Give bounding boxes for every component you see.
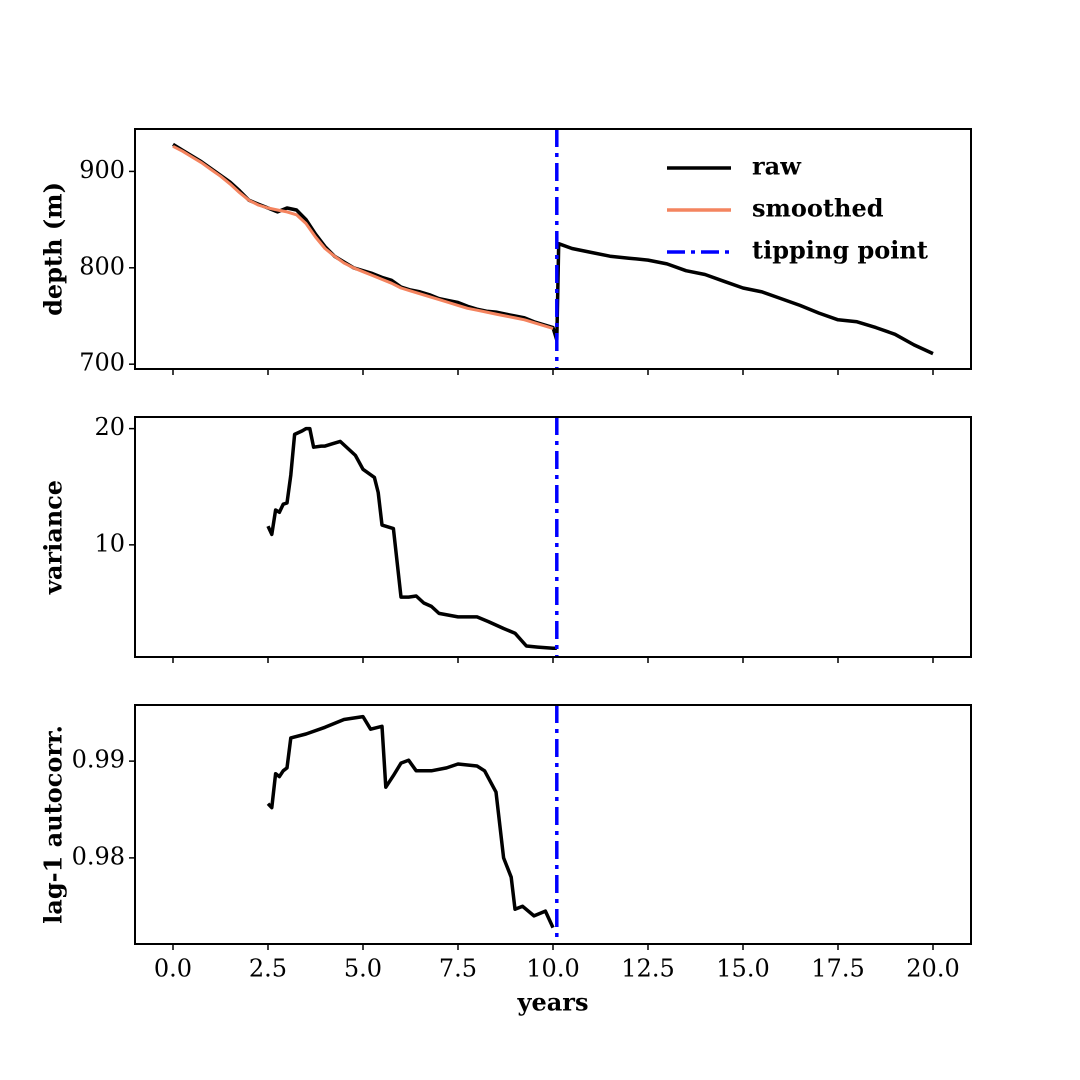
x-tick-label: 12.5 — [621, 955, 674, 983]
legend-label: tipping point — [752, 236, 928, 265]
y-tick-label: 10 — [94, 529, 125, 557]
legend-label: raw — [752, 152, 802, 181]
data-line — [266, 426, 557, 651]
y-tick-label: 700 — [79, 349, 125, 377]
x-tick-label: 0.0 — [154, 955, 192, 983]
data-line — [266, 714, 555, 929]
axes-frame — [134, 128, 972, 370]
y-tick-label: 800 — [79, 252, 125, 280]
x-tick-label: 2.5 — [249, 955, 287, 983]
data-line — [172, 144, 554, 330]
x-tick-label: 15.0 — [716, 955, 769, 983]
x-tick-label: 7.5 — [439, 955, 477, 983]
x-tick-label: 10.0 — [526, 955, 579, 983]
y-tick-label: 0.99 — [72, 746, 125, 774]
axes-frame — [134, 416, 972, 658]
y-axis-label: depth (m) — [39, 182, 68, 316]
x-tick-label: 5.0 — [344, 955, 382, 983]
x-tick-label: 20.0 — [906, 955, 959, 983]
x-axis-label: years — [517, 988, 589, 1017]
y-tick-label: 0.98 — [72, 842, 125, 870]
x-tick-label: 17.5 — [811, 955, 864, 983]
y-tick-label: 20 — [94, 413, 125, 441]
legend-label: smoothed — [752, 194, 884, 223]
axes-frame — [134, 704, 972, 945]
y-tick-label: 900 — [79, 156, 125, 184]
y-axis-label: lag-1 autocorr. — [39, 725, 68, 924]
y-axis-label: variance — [39, 480, 68, 595]
